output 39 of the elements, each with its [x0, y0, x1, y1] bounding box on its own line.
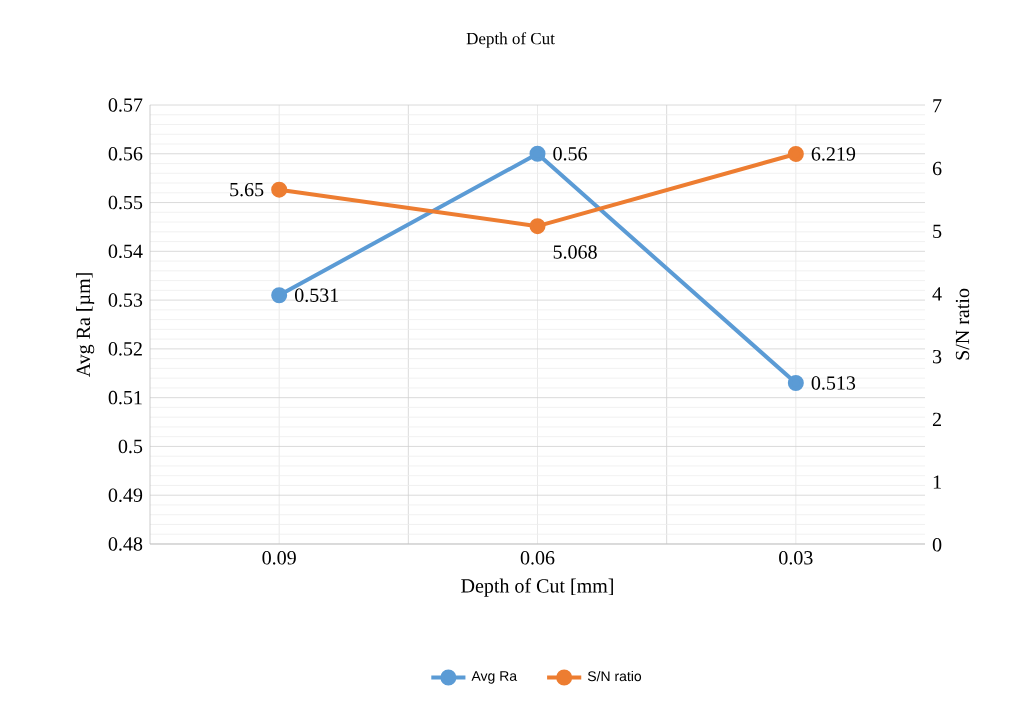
data-label: 0.531	[294, 288, 339, 303]
point	[271, 181, 288, 198]
y-tick-label: 0.55	[108, 195, 143, 210]
y2-tick-label: 3	[933, 349, 942, 364]
data-label: 6.219	[811, 147, 856, 161]
x-tick-label: 0.06	[520, 551, 555, 565]
y2-tick-label: 5	[933, 224, 942, 238]
y-tick-label: 0.48	[108, 537, 143, 551]
legend-label: S/N ratio	[587, 670, 642, 682]
point	[529, 218, 546, 235]
y-tick-label: 0.56	[108, 146, 143, 161]
y-tick-label: 0.51	[108, 390, 142, 405]
point	[529, 145, 546, 162]
point	[787, 375, 804, 392]
x-tick-label: 0.09	[262, 551, 296, 565]
y-tick-label: 0.57	[108, 98, 143, 112]
y2-tick-label: 4	[932, 287, 942, 301]
y2-tick-label: 1	[933, 475, 941, 489]
data-label: 0.513	[811, 376, 856, 390]
y-tick-label: 0.52	[108, 342, 142, 356]
y2-tick-label: 7	[933, 99, 942, 113]
data-label: 5.65	[230, 182, 264, 197]
x-tick-label: 0.03	[779, 551, 813, 565]
y2-axis-title: S/N ratio	[955, 288, 970, 360]
y-axis-title: Avg Ra [µm]	[76, 273, 95, 378]
y2-tick-label: 6	[932, 161, 942, 176]
point	[271, 287, 288, 304]
y-tick-label: 0.54	[108, 244, 143, 259]
point	[787, 145, 804, 162]
y2-tick-label: 0	[932, 538, 942, 552]
x-axis-title: Depth of Cut [mm]	[461, 578, 613, 597]
data-label: 5.068	[553, 245, 597, 259]
y-tick-label: 0.5	[118, 439, 143, 454]
y2-tick-label: 2	[932, 412, 941, 426]
data-label: 0.56	[553, 146, 587, 161]
y-tick-label: 0.53	[108, 293, 143, 307]
legend-label: Avg Ra	[471, 671, 518, 684]
y-tick-label: 0.49	[108, 488, 143, 502]
chart-title: Depth of Cut	[466, 32, 555, 48]
